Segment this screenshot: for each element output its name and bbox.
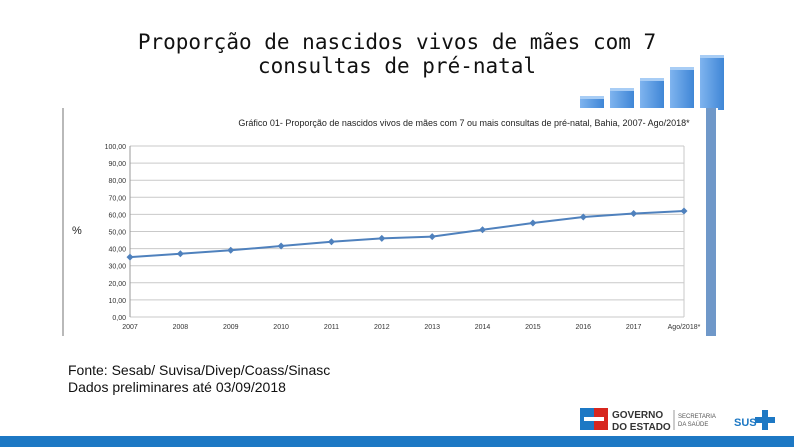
decor-bar-2 <box>610 88 634 110</box>
x-tick-label: Ago/2018* <box>668 324 701 331</box>
source-note: Fonte: Sesab/ Suvisa/Divep/Coass/Sinasc … <box>68 362 330 396</box>
decor-bar-5 <box>700 55 724 110</box>
decor-bar-3 <box>640 78 664 110</box>
x-tick-label: 2014 <box>475 324 491 331</box>
x-tick-label: 2016 <box>575 324 591 331</box>
y-tick-label: 70,00 <box>108 195 126 202</box>
y-axis-label: % <box>72 225 82 237</box>
slide-title: Proporção de nascidos vivos de mães com … <box>60 30 734 78</box>
da-saude-text: DA SAÚDE <box>678 421 708 428</box>
decor-bar-4 <box>670 67 694 110</box>
data-point <box>126 253 134 261</box>
y-tick-label: 0,00 <box>112 315 126 322</box>
line-chart: Gráfico 01- Proporção de nascidos vivos … <box>72 118 701 331</box>
sus-text: SUS <box>734 417 757 429</box>
x-tick-labels: 2007 2008 2009 2010 2011 2012 2013 2014 2015 2016… <box>122 324 700 331</box>
y-tick-label: 80,00 <box>108 178 126 185</box>
y-tick-label: 100,00 <box>105 144 127 151</box>
y-tick-label: 10,00 <box>108 298 126 305</box>
x-tick-label: 2007 <box>122 324 138 331</box>
y-tick-label: 60,00 <box>108 212 126 219</box>
decorative-side-bar <box>706 108 716 336</box>
data-point <box>327 238 335 246</box>
do-estado-text: DO ESTADO <box>612 422 671 433</box>
data-point <box>680 207 688 215</box>
y-tick-label: 20,00 <box>108 281 126 288</box>
x-tick-label: 2011 <box>324 324 339 331</box>
secretaria-text: SECRETARIA <box>678 414 716 420</box>
x-tick-label: 2010 <box>273 324 289 331</box>
x-tick-label: 2015 <box>525 324 541 331</box>
y-tick-labels: 0,00 10,00 20,00 30,00 40,00 50,00 60,00 70,00 8… <box>105 144 127 322</box>
y-tick-label: 40,00 <box>108 247 126 254</box>
decor-bar-1 <box>580 96 604 110</box>
data-point <box>630 210 638 218</box>
series-line <box>126 207 688 261</box>
slide-title-line1: Proporção de nascidos vivos de mães com … <box>137 30 657 54</box>
data-point <box>529 219 537 227</box>
y-tick-label: 50,00 <box>108 230 126 237</box>
governo-text: GOVERNO <box>612 410 663 421</box>
footer-logos: GOVERNO DO ESTADO SECRETARIA DA SAÚDE SU… <box>580 404 780 434</box>
data-point <box>579 213 587 221</box>
x-tick-label: 2009 <box>223 324 239 331</box>
y-tick-label: 30,00 <box>108 264 126 271</box>
bottom-color-strip <box>0 436 794 447</box>
gridlines <box>129 145 685 318</box>
bahia-flag-logo <box>580 408 608 430</box>
x-tick-label: 2017 <box>626 324 642 331</box>
source-line: Fonte: Sesab/ Suvisa/Divep/Coass/Sinasc <box>68 362 331 378</box>
health-cross-icon <box>755 410 775 430</box>
x-tick-label: 2012 <box>374 324 390 331</box>
x-tick-label: 2013 <box>424 324 440 331</box>
data-point <box>378 234 386 242</box>
data-point <box>227 246 235 254</box>
slide-title-line2: consultas de pré-natal <box>257 54 537 78</box>
decorative-bar-graphic <box>578 54 728 110</box>
preliminary-note: Dados preliminares até 03/09/2018 <box>68 379 286 395</box>
chart-image: Gráfico 01- Proporção de nascidos vivos … <box>62 108 718 336</box>
data-point <box>277 242 285 250</box>
series-line-path <box>129 209 685 259</box>
data-point <box>176 250 184 258</box>
chart-title: Gráfico 01- Proporção de nascidos vivos … <box>238 118 690 128</box>
x-tick-label: 2008 <box>173 324 189 331</box>
data-point <box>479 226 487 234</box>
y-tick-label: 90,00 <box>108 161 126 168</box>
data-point <box>428 233 436 241</box>
